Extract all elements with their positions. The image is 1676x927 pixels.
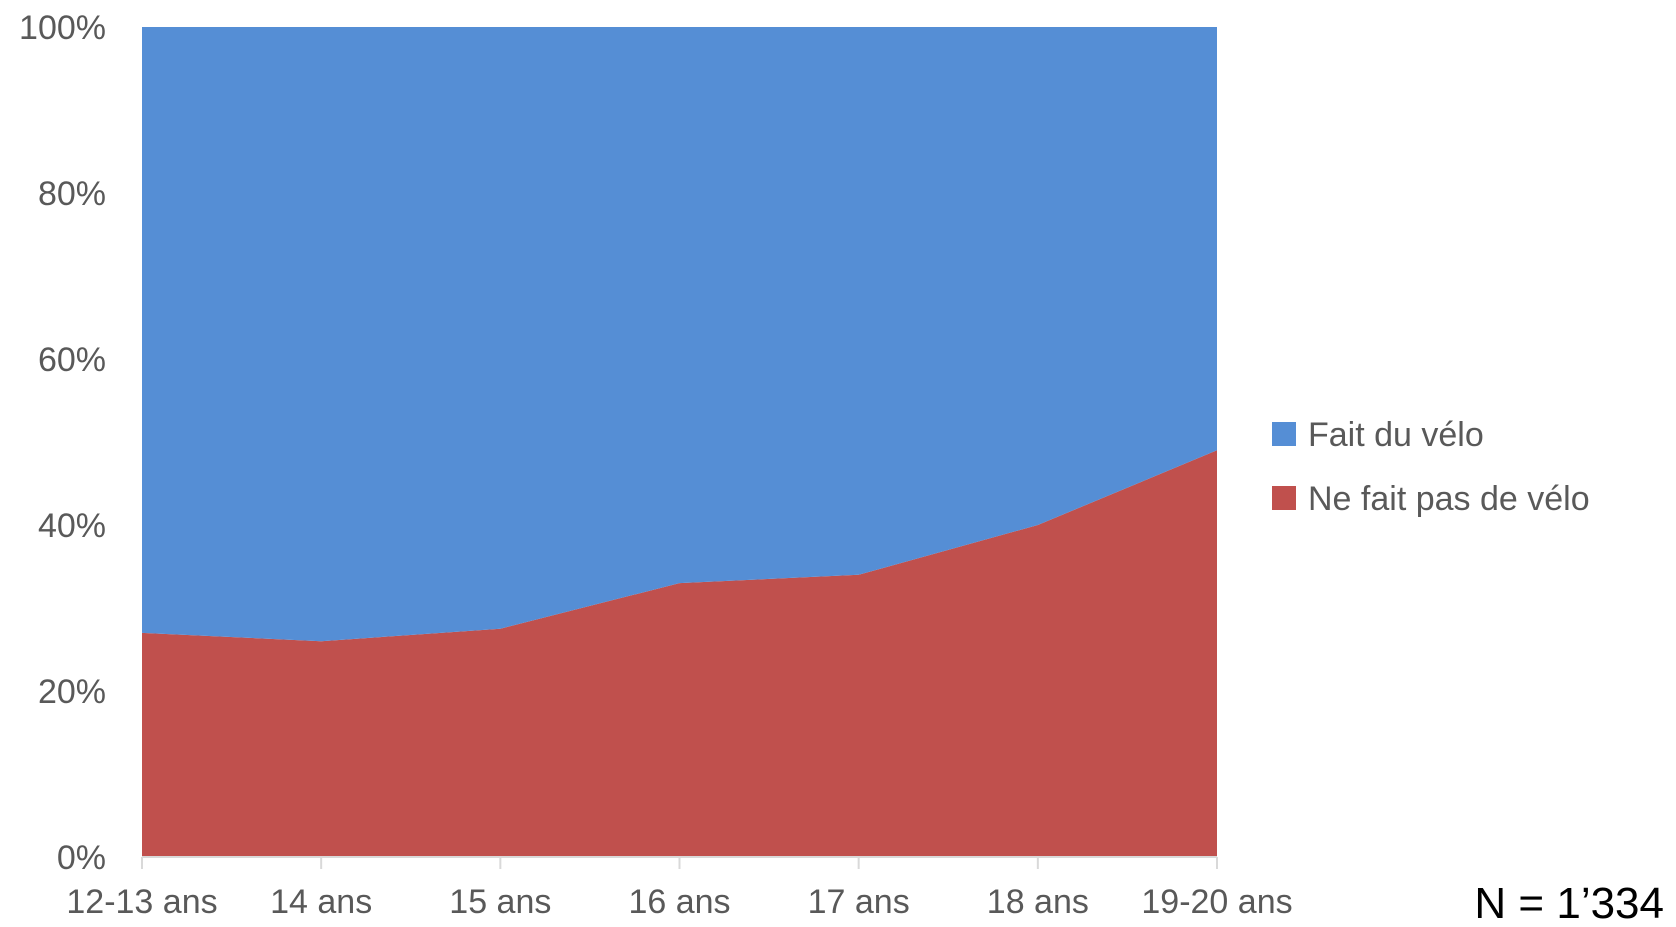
y-tick-label: 20% (38, 673, 106, 711)
x-tick-label: 14 ans (270, 883, 372, 921)
legend: Fait du vélo Ne fait pas de vélo (1272, 416, 1590, 518)
sample-size-note: N = 1’334 (1474, 879, 1664, 927)
y-axis-labels: 0% 20% 40% 60% 80% 100% (19, 9, 106, 877)
legend-label: Ne fait pas de vélo (1308, 480, 1590, 518)
series-area-1 (142, 27, 1217, 642)
legend-swatch (1272, 422, 1296, 446)
x-tick-label: 15 ans (449, 883, 551, 921)
x-tick-label: 19-20 ans (1141, 883, 1292, 921)
legend-label: Fait du vélo (1308, 416, 1484, 454)
legend-swatch (1272, 486, 1296, 510)
y-tick-label: 40% (38, 507, 106, 545)
x-tick-label: 12-13 ans (66, 883, 217, 921)
y-tick-label: 0% (57, 839, 106, 877)
x-axis-ticks (141, 857, 1218, 869)
y-tick-label: 80% (38, 175, 106, 213)
x-axis-labels: 12-13 ans 14 ans 15 ans 16 ans 17 ans 18 ans 1… (66, 883, 1292, 921)
y-tick-label: 100% (19, 9, 106, 47)
y-tick-label: 60% (38, 341, 106, 379)
x-tick-label: 16 ans (628, 883, 730, 921)
x-tick-label: 18 ans (987, 883, 1089, 921)
x-tick-label: 17 ans (808, 883, 910, 921)
plot-areas (142, 27, 1217, 857)
series-area-0 (142, 450, 1217, 857)
